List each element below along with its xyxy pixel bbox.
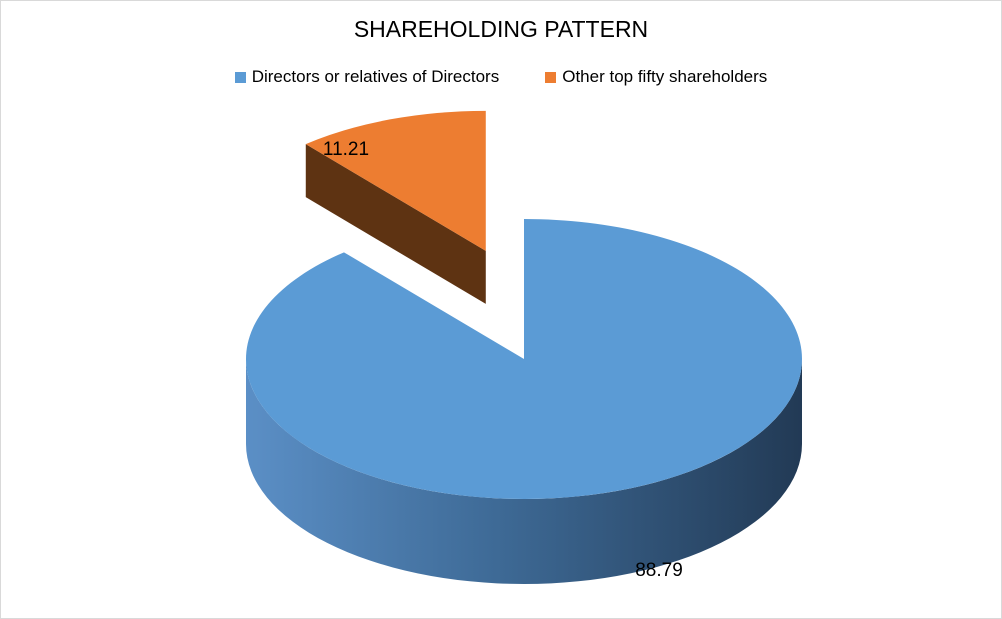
legend-item-directors: Directors or relatives of Directors bbox=[234, 67, 500, 87]
slice-side-other-shareholders bbox=[305, 144, 486, 304]
legend-swatch-directors bbox=[234, 71, 246, 83]
legend-swatch-other-shareholders bbox=[545, 71, 557, 83]
slice-directors bbox=[245, 219, 802, 499]
data-label-directors: 88.79 bbox=[635, 560, 683, 581]
slice-side-directors bbox=[246, 359, 802, 584]
data-label-other-shareholders: 11.21 bbox=[323, 139, 369, 160]
legend-item-other-shareholders: Other top fifty shareholders bbox=[545, 67, 767, 87]
chart-legend: Directors or relatives of Directors Othe… bbox=[0, 67, 1002, 87]
legend-label-directors: Directors or relatives of Directors bbox=[251, 67, 500, 86]
slice-other-shareholders bbox=[305, 110, 486, 251]
chart-title: SHAREHOLDING PATTERN bbox=[353, 16, 649, 42]
legend-label-other-shareholders: Other top fifty shareholders bbox=[562, 67, 768, 86]
